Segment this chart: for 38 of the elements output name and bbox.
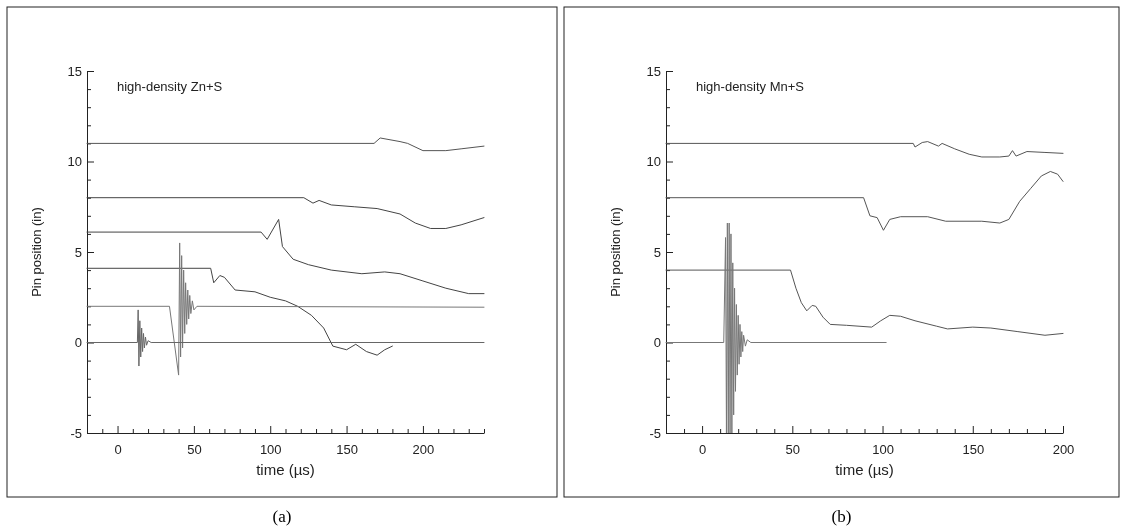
x-tick-label: 0	[114, 442, 122, 458]
x-tick-label: 50	[187, 442, 202, 458]
annotation: high-density Mn+S	[696, 79, 805, 94]
y-tick-label: 10	[646, 154, 661, 170]
line-series	[665, 141, 1064, 158]
line-series	[86, 309, 485, 367]
y-tick-label: 5	[74, 244, 82, 260]
x-axis-title: time (µs)	[256, 461, 315, 478]
y-tick-label: -5	[70, 425, 82, 441]
x-axis-title: time (µs)	[835, 461, 894, 478]
y-tick-label: 0	[653, 335, 661, 351]
line-series	[86, 267, 393, 356]
line-series	[665, 222, 887, 434]
text: (b)	[831, 507, 852, 526]
x-tick-label: 200	[1052, 442, 1075, 458]
line-series	[86, 137, 485, 152]
y-axis-title: Pin position (in)	[608, 207, 623, 297]
x-tick-label: 50	[785, 442, 801, 458]
y-tick-label: 0	[74, 335, 82, 351]
x-tick-label: 150	[336, 442, 358, 458]
y-tick-label: 15	[646, 63, 661, 79]
annotation: high-density Zn+S	[117, 79, 223, 94]
line-series	[665, 269, 1064, 336]
x-tick-label: 0	[698, 442, 707, 458]
text: (a)	[272, 507, 292, 526]
x-tick-label: 200	[412, 442, 435, 458]
line-series	[86, 242, 485, 376]
y-tick-label: 5	[653, 244, 661, 260]
line-series	[86, 197, 485, 229]
x-tick-label: 100	[872, 442, 894, 458]
line-series	[86, 218, 485, 295]
y-tick-label: -5	[649, 425, 661, 441]
y-tick-label: 10	[67, 154, 82, 170]
y-axis-title: Pin position (in)	[29, 207, 44, 297]
y-tick-label: 15	[67, 63, 82, 79]
line-series	[665, 170, 1064, 231]
x-tick-label: 150	[962, 442, 985, 458]
x-tick-label: 100	[259, 442, 282, 458]
